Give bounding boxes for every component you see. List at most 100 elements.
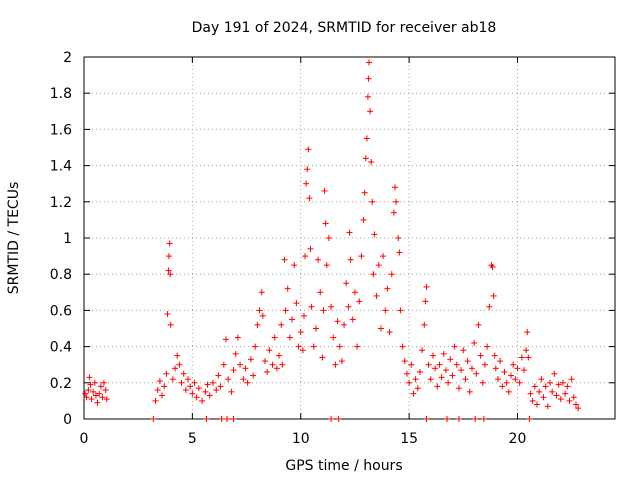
data-point — [525, 354, 532, 361]
data-point — [323, 262, 330, 269]
data-point — [305, 146, 312, 153]
data-point — [501, 368, 508, 375]
data-point — [289, 316, 296, 323]
data-point — [215, 372, 222, 379]
data-point — [97, 383, 104, 390]
x-tick-label: 10 — [292, 431, 310, 447]
x-tick-label: 20 — [509, 431, 527, 447]
data-point — [282, 307, 289, 314]
data-point — [419, 347, 426, 354]
data-point — [497, 358, 504, 365]
data-point — [477, 352, 484, 359]
data-point — [368, 158, 375, 165]
data-point — [562, 390, 569, 397]
data-point — [167, 321, 174, 328]
data-point — [154, 387, 161, 394]
data-point — [247, 356, 254, 363]
data-point — [358, 253, 365, 260]
data-point — [460, 347, 467, 354]
data-point — [163, 370, 170, 377]
data-point — [512, 376, 519, 383]
data-point — [99, 394, 106, 401]
data-point — [90, 388, 97, 395]
data-point — [408, 361, 415, 368]
data-point — [377, 325, 384, 332]
data-point — [273, 365, 280, 372]
data-point — [551, 370, 558, 377]
data-point — [490, 292, 497, 299]
data-point — [386, 329, 393, 336]
data-point — [462, 376, 469, 383]
data-point — [466, 388, 473, 395]
data-point — [213, 387, 220, 394]
data-point — [100, 379, 107, 386]
data-point — [345, 303, 352, 310]
data-point — [193, 394, 200, 401]
data-point — [176, 361, 183, 368]
data-point — [159, 392, 166, 399]
data-point — [526, 416, 533, 422]
data-point — [371, 231, 378, 238]
y-tick-label: 1 — [63, 231, 72, 247]
data-point — [276, 352, 283, 359]
y-axis: 0 0.2 0.4 0.6 0.8 1 1.2 1.4 1.6 1.8 2 — [50, 50, 615, 428]
data-point — [395, 235, 402, 241]
data-point — [447, 356, 454, 363]
data-point — [320, 307, 327, 314]
data-point — [336, 343, 343, 350]
data-point — [401, 358, 408, 365]
data-point — [464, 358, 471, 365]
data-point — [412, 376, 419, 383]
data-point — [240, 376, 247, 383]
data-point — [568, 376, 575, 383]
data-point — [258, 289, 265, 296]
y-tick-label: 1.8 — [50, 86, 72, 102]
data-point — [88, 396, 95, 403]
data-point — [559, 379, 566, 386]
data-point — [451, 343, 458, 350]
data-point — [182, 387, 189, 394]
data-point — [230, 416, 237, 422]
data-point — [224, 416, 231, 422]
data-point — [503, 379, 510, 386]
data-point — [242, 365, 249, 372]
data-point — [356, 298, 363, 305]
data-point — [544, 403, 551, 410]
data-point — [165, 267, 172, 274]
data-point — [187, 383, 194, 390]
data-point — [425, 361, 432, 368]
data-point — [570, 394, 577, 401]
data-point — [396, 249, 403, 256]
data-point — [266, 347, 273, 354]
data-point — [516, 379, 523, 386]
data-point — [167, 271, 174, 278]
data-point — [206, 392, 213, 399]
data-point — [438, 374, 445, 381]
data-point — [150, 416, 157, 422]
data-point — [529, 397, 536, 404]
data-point — [399, 343, 406, 350]
data-point — [507, 372, 514, 379]
data-point — [319, 354, 326, 361]
data-point — [366, 59, 373, 66]
data-point — [332, 361, 339, 368]
data-point — [575, 405, 582, 412]
data-point — [96, 390, 103, 397]
x-axis-label: GPS time / hours — [285, 458, 402, 474]
data-point — [300, 312, 307, 319]
data-point — [406, 379, 413, 386]
data-point — [375, 262, 382, 269]
data-point — [369, 198, 376, 205]
data-point — [536, 388, 543, 395]
data-point — [328, 303, 335, 310]
data-point — [256, 307, 263, 314]
data-point — [564, 383, 571, 390]
data-point — [250, 372, 257, 379]
data-point — [367, 108, 374, 115]
data-point — [486, 303, 493, 310]
data-point — [553, 392, 560, 399]
data-point — [360, 216, 367, 223]
data-point — [303, 180, 310, 187]
data-point — [380, 253, 387, 260]
